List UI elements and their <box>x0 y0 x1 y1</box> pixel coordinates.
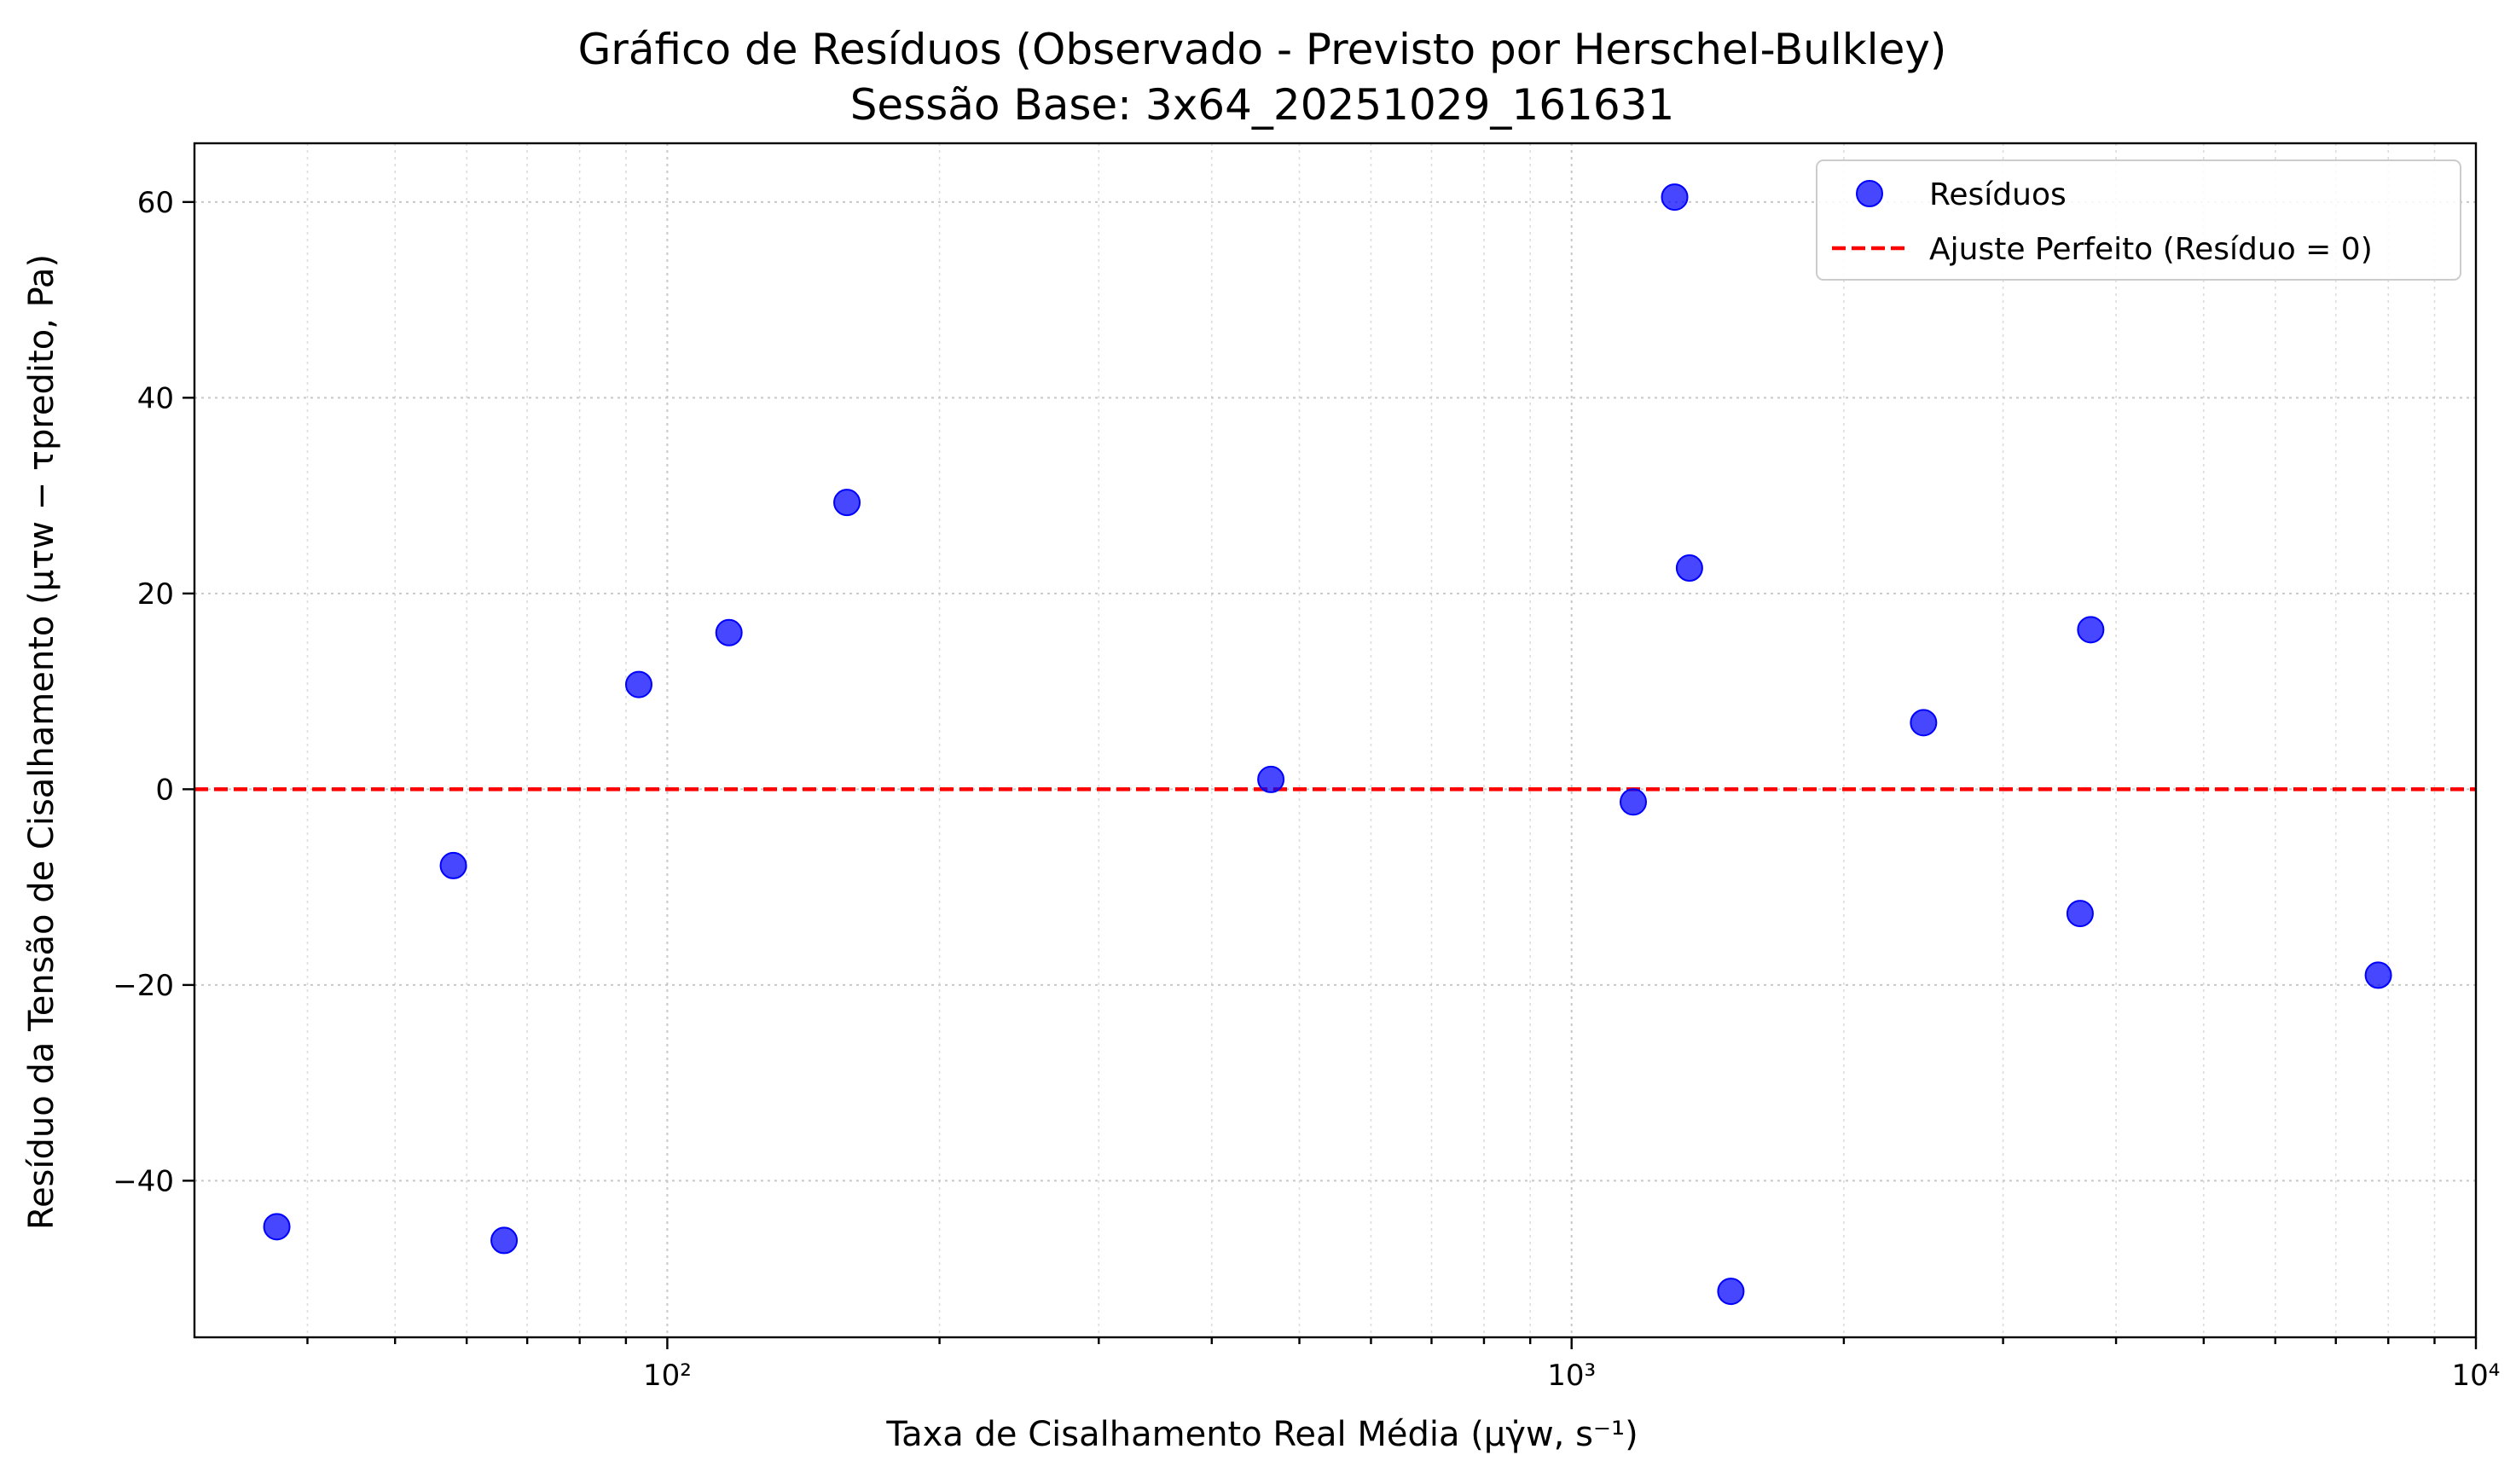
legend-marker-residuals <box>1856 180 1883 207</box>
y-tick-label: 20 <box>137 577 174 612</box>
chart-subtitle: Sessão Base: 3x64_20251029_161631 <box>850 80 1675 130</box>
y-tick-label: 60 <box>137 186 174 220</box>
x-axis-label: Taxa de Cisalhamento Real Média (μγ̇w, s… <box>885 1415 1638 1454</box>
legend-box <box>1816 159 2461 281</box>
tick-labels: 10² 10³ 10⁴ −40 −20 0 20 40 60 <box>113 186 2500 1393</box>
data-point <box>490 1226 519 1255</box>
y-axis-label: Resíduo da Tensão de Cisalhamento (μτw −… <box>22 254 61 1230</box>
data-point <box>1910 709 1938 737</box>
legend: Resíduos Ajuste Perfeito (Resíduo = 0) <box>1816 159 2461 281</box>
y-tick-label: −20 <box>113 969 174 1003</box>
y-tick-label: −40 <box>113 1164 174 1198</box>
legend-label-reference-line: Ajuste Perfeito (Resíduo = 0) <box>1929 232 2373 267</box>
data-point <box>1257 765 1285 793</box>
legend-label-residuals: Resíduos <box>1929 177 2067 212</box>
data-point <box>624 670 652 699</box>
axis-ticks <box>183 200 2478 1349</box>
data-point <box>2077 616 2105 644</box>
data-point <box>1620 788 1648 816</box>
data-point <box>1717 1278 1745 1306</box>
data-point <box>2066 900 2094 928</box>
x-tick-label: 10⁴ <box>2452 1359 2501 1393</box>
data-points <box>263 183 2392 1306</box>
plot-frame <box>193 142 2478 1339</box>
data-point <box>1675 554 1703 583</box>
data-point <box>439 851 467 879</box>
data-point <box>2364 961 2392 989</box>
y-tick-label: 0 <box>155 773 174 807</box>
data-point <box>833 489 861 517</box>
data-point <box>715 618 743 646</box>
x-tick-label: 10³ <box>1547 1359 1596 1393</box>
data-point <box>1661 183 1689 212</box>
data-point <box>263 1213 291 1241</box>
x-tick-label: 10² <box>643 1359 692 1393</box>
chart-title: Gráfico de Resíduos (Observado - Previst… <box>578 25 1947 74</box>
y-tick-label: 40 <box>137 381 174 415</box>
